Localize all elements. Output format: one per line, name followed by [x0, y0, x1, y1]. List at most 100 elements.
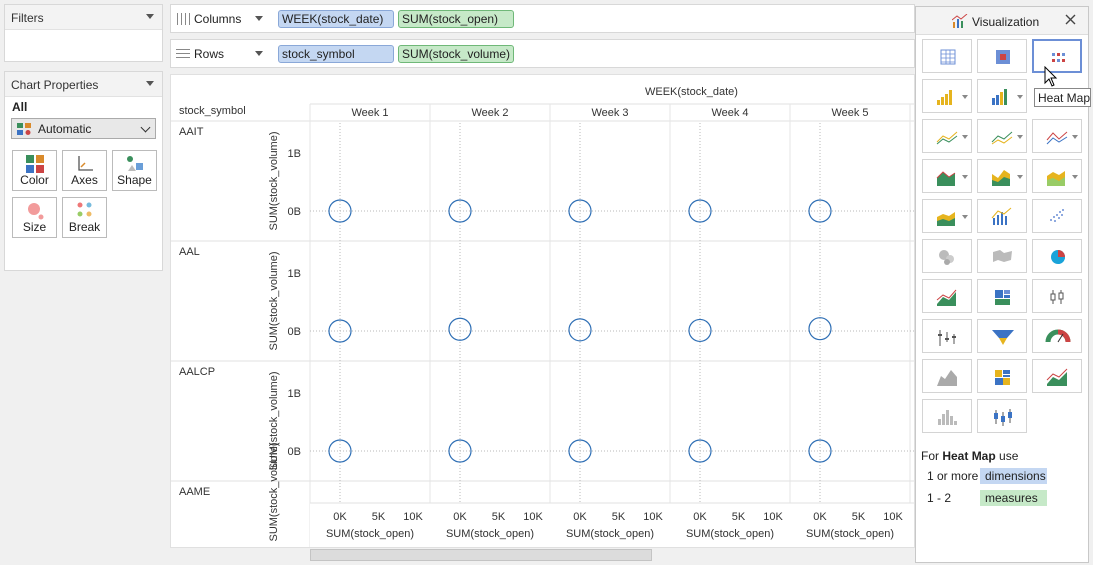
- viz-type-text-table[interactable]: [922, 39, 972, 73]
- viz-type-dual-line[interactable]: [977, 119, 1027, 153]
- viz-type-bar-line[interactable]: [977, 199, 1027, 233]
- visualization-title: Visualization: [972, 15, 1040, 29]
- chart-area[interactable]: WEEK(stock_date) stock_symbol Week 1 Week…: [170, 74, 915, 548]
- viz-type-histogram[interactable]: [922, 399, 972, 433]
- bubble-icon: [939, 250, 954, 265]
- filters-header[interactable]: Filters: [5, 5, 162, 30]
- axes-label: Axes: [71, 173, 98, 187]
- axes-button[interactable]: Axes: [62, 150, 107, 191]
- viz-type-stacked-area[interactable]: [977, 159, 1027, 193]
- viz-dropdown-caret-icon[interactable]: [1017, 95, 1023, 99]
- viz-dropdown-caret-icon[interactable]: [962, 95, 968, 99]
- column-header: WEEK(stock_date): [645, 86, 738, 98]
- data-point[interactable]: [688, 199, 712, 223]
- viz-type-stacked-bar[interactable]: [977, 79, 1027, 113]
- text-table-icon: [940, 49, 956, 65]
- scatter-icon: [1050, 209, 1064, 222]
- data-point[interactable]: [688, 318, 712, 343]
- viz-type-mountain[interactable]: [922, 359, 972, 393]
- horizontal-scrollbar[interactable]: [310, 548, 915, 562]
- viz-type-gauge[interactable]: [1032, 319, 1082, 353]
- rows-caret-icon[interactable]: [255, 51, 263, 56]
- chart-properties-header[interactable]: Chart Properties: [5, 72, 162, 97]
- week-header: Week 1: [351, 107, 388, 119]
- chart-properties-caret-icon[interactable]: [146, 81, 154, 86]
- data-point[interactable]: [568, 199, 592, 223]
- columns-shelf[interactable]: Columns WEEK(stock_date) SUM(stock_open): [170, 4, 915, 33]
- shape-icon: [127, 156, 143, 171]
- viz-dropdown-caret-icon[interactable]: [962, 175, 968, 179]
- data-point[interactable]: [568, 439, 592, 463]
- rows-label: Rows: [194, 47, 225, 61]
- data-point[interactable]: [568, 318, 592, 342]
- week-header: Week 5: [831, 107, 868, 119]
- data-point[interactable]: [448, 199, 472, 223]
- viz-type-area[interactable]: [922, 159, 972, 193]
- viz-type-gantt[interactable]: [922, 319, 972, 353]
- shape-button[interactable]: Shape: [112, 150, 157, 191]
- viz-dropdown-caret-icon[interactable]: [1017, 175, 1023, 179]
- viz-dropdown-caret-icon[interactable]: [962, 135, 968, 139]
- data-point[interactable]: [448, 439, 472, 463]
- data-point[interactable]: [328, 199, 352, 223]
- scrollbar-thumb[interactable]: [310, 549, 652, 561]
- scatter-plot[interactable]: Week 1 Week 2 Week 3 Week 4 Week 5 AAIT SUM(st…: [171, 75, 915, 548]
- heat-map-tooltip: Heat Map: [1034, 88, 1091, 107]
- y-tick-label: 1B: [288, 148, 301, 160]
- dual-line-icon: [991, 131, 1013, 145]
- data-point[interactable]: [808, 439, 832, 463]
- size-button[interactable]: Size: [12, 197, 57, 238]
- x-axis-label: SUM(stock_open): [806, 528, 894, 540]
- rows-pill-volume[interactable]: SUM(stock_volume): [398, 45, 514, 63]
- viz-type-line-2[interactable]: [1032, 359, 1082, 393]
- viz-type-funnel[interactable]: [977, 319, 1027, 353]
- viz-type-highlight-table[interactable]: [977, 39, 1027, 73]
- filters-caret-icon[interactable]: [146, 14, 154, 19]
- viz-type-multi-line[interactable]: [1032, 119, 1082, 153]
- close-icon[interactable]: [1065, 14, 1076, 25]
- viz-type-scatter[interactable]: [1032, 199, 1082, 233]
- stacked-area-icon: [992, 170, 1010, 186]
- data-point[interactable]: [808, 317, 832, 341]
- viz-type-heat-map[interactable]: [1032, 39, 1082, 73]
- highlight-table-icon: [996, 50, 1010, 64]
- viz-dropdown-caret-icon[interactable]: [962, 215, 968, 219]
- viz-type-tree-2[interactable]: [977, 359, 1027, 393]
- data-point[interactable]: [688, 439, 712, 463]
- viz-type-area-2[interactable]: [1032, 159, 1082, 193]
- bar-line-icon: [991, 207, 1012, 225]
- viz-type-pie[interactable]: [1032, 239, 1082, 273]
- viz-type-boxplot-2[interactable]: [977, 399, 1027, 433]
- viz-type-box-plot[interactable]: [1032, 279, 1082, 313]
- columns-pill-open[interactable]: SUM(stock_open): [398, 10, 514, 28]
- data-point[interactable]: [448, 317, 472, 341]
- data-point[interactable]: [808, 199, 832, 223]
- y-axis-label: SUM(stock_volume): [268, 251, 280, 350]
- hint-suffix: use: [999, 449, 1019, 463]
- break-button[interactable]: Break: [62, 197, 107, 238]
- mouse-cursor-icon: [1044, 66, 1058, 87]
- hint-chart-name: Heat Map: [942, 449, 996, 463]
- viz-type-map[interactable]: [977, 239, 1027, 273]
- viz-dropdown-caret-icon[interactable]: [1017, 135, 1023, 139]
- color-button[interactable]: Color: [12, 150, 57, 191]
- viz-type-combo[interactable]: [922, 279, 972, 313]
- line-2-icon: [1046, 368, 1068, 386]
- data-point[interactable]: [328, 319, 352, 343]
- row-symbol: AALCP: [179, 366, 215, 378]
- viz-type-line[interactable]: [922, 119, 972, 153]
- viz-type-area-discrete[interactable]: [922, 199, 972, 233]
- data-point[interactable]: [328, 439, 352, 463]
- viz-dropdown-caret-icon[interactable]: [1072, 135, 1078, 139]
- viz-type-bar[interactable]: [922, 79, 972, 113]
- viz-type-bubble[interactable]: [922, 239, 972, 273]
- box-plot-icon: [1050, 290, 1064, 304]
- columns-pill-week[interactable]: WEEK(stock_date): [278, 10, 394, 28]
- viz-type-treemap[interactable]: [977, 279, 1027, 313]
- viz-dropdown-caret-icon[interactable]: [1072, 175, 1078, 179]
- mark-type-select[interactable]: Automatic: [11, 118, 156, 139]
- rows-pill-symbol[interactable]: stock_symbol: [278, 45, 394, 63]
- rows-shelf[interactable]: Rows stock_symbol SUM(stock_volume): [170, 39, 915, 68]
- columns-caret-icon[interactable]: [255, 16, 263, 21]
